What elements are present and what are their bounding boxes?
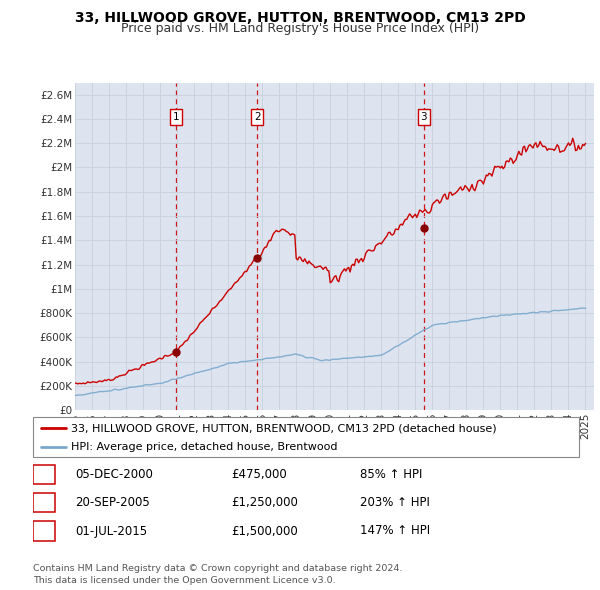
Text: £1,250,000: £1,250,000 (231, 496, 298, 509)
FancyBboxPatch shape (34, 493, 55, 512)
Text: Price paid vs. HM Land Registry's House Price Index (HPI): Price paid vs. HM Land Registry's House … (121, 22, 479, 35)
Text: 20-SEP-2005: 20-SEP-2005 (75, 496, 150, 509)
FancyBboxPatch shape (34, 465, 55, 484)
Text: 2: 2 (41, 498, 48, 507)
FancyBboxPatch shape (34, 522, 55, 540)
Text: 05-DEC-2000: 05-DEC-2000 (75, 468, 153, 481)
Text: 1: 1 (172, 112, 179, 122)
Text: 147% ↑ HPI: 147% ↑ HPI (360, 525, 430, 537)
Text: 3: 3 (421, 112, 427, 122)
Text: Contains HM Land Registry data © Crown copyright and database right 2024.
This d: Contains HM Land Registry data © Crown c… (33, 565, 403, 585)
Text: 203% ↑ HPI: 203% ↑ HPI (360, 496, 430, 509)
Text: 3: 3 (41, 526, 48, 536)
FancyBboxPatch shape (33, 417, 579, 457)
Text: 33, HILLWOOD GROVE, HUTTON, BRENTWOOD, CM13 2PD (detached house): 33, HILLWOOD GROVE, HUTTON, BRENTWOOD, C… (71, 424, 497, 434)
Text: 01-JUL-2015: 01-JUL-2015 (75, 525, 147, 537)
Text: £475,000: £475,000 (231, 468, 287, 481)
Text: 85% ↑ HPI: 85% ↑ HPI (360, 468, 422, 481)
Text: £1,500,000: £1,500,000 (231, 525, 298, 537)
Text: HPI: Average price, detached house, Brentwood: HPI: Average price, detached house, Bren… (71, 442, 338, 452)
Text: 1: 1 (41, 470, 48, 479)
Text: 2: 2 (254, 112, 261, 122)
Text: 33, HILLWOOD GROVE, HUTTON, BRENTWOOD, CM13 2PD: 33, HILLWOOD GROVE, HUTTON, BRENTWOOD, C… (74, 11, 526, 25)
